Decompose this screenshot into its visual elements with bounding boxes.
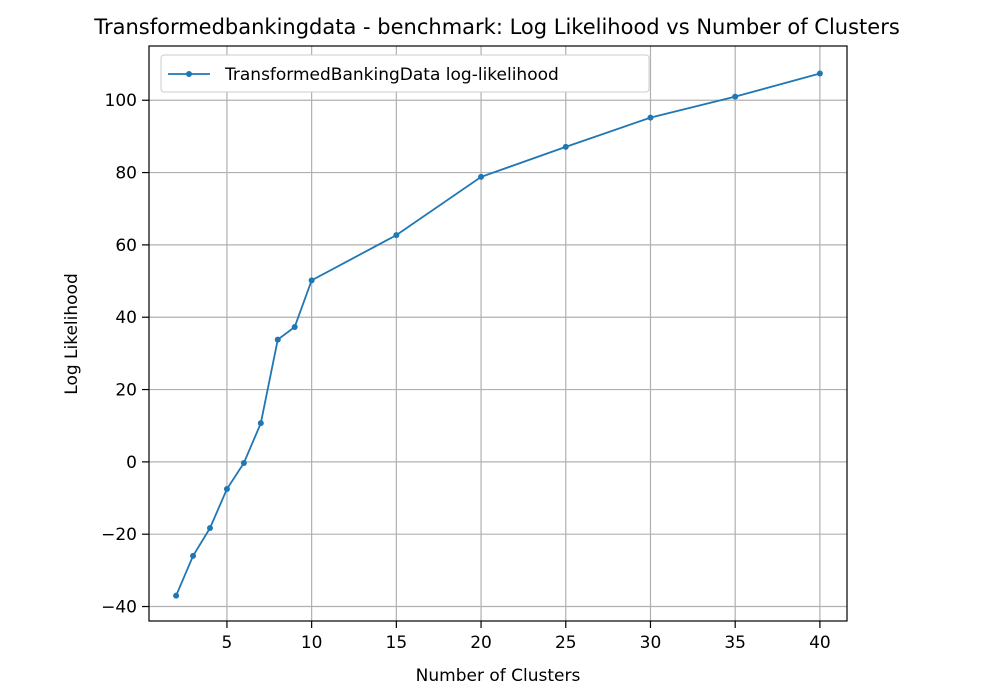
axis-ticks: 5 10 15 20 25 30 35 40 −40 −20 0 20 40 60 80 100: [101, 91, 831, 653]
data-point: [291, 323, 298, 330]
data-point: [647, 114, 654, 121]
x-tick-label: 30: [640, 633, 662, 653]
data-point: [732, 93, 739, 100]
y-tick-label: 0: [126, 453, 137, 473]
x-axis-label: Number of Clusters: [416, 666, 581, 686]
data-point: [274, 336, 281, 343]
legend: TransformedBankingData log-likelihood: [160, 54, 650, 93]
y-tick-label: −40: [101, 598, 137, 618]
chart-title: Transformedbankingdata - benchmark: Log …: [93, 15, 900, 39]
y-tick-label: −20: [101, 525, 137, 545]
y-tick-label: 20: [115, 381, 137, 401]
data-point: [223, 486, 230, 493]
data-point: [206, 525, 213, 532]
data-point: [816, 70, 823, 77]
data-point: [173, 592, 180, 599]
x-tick-label: 15: [386, 633, 408, 653]
series-points: [173, 70, 823, 599]
data-point: [240, 459, 247, 466]
y-tick-label: 100: [105, 91, 137, 111]
x-tick-label: 40: [809, 633, 831, 653]
x-tick-label: 10: [301, 633, 323, 653]
x-tick-label: 20: [470, 633, 492, 653]
data-point: [190, 552, 197, 559]
legend-marker: [186, 71, 192, 77]
y-tick-label: 80: [115, 164, 137, 184]
y-tick-label: 40: [115, 308, 137, 328]
x-tick-label: 35: [724, 633, 746, 653]
legend-label: TransformedBankingData log-likelihood: [224, 65, 559, 85]
plot-frame: [148, 45, 848, 622]
series-line: [175, 72, 821, 597]
y-tick-label: 60: [115, 236, 137, 256]
legend-box: [160, 54, 650, 93]
data-point: [257, 420, 264, 427]
data-point: [562, 143, 569, 150]
x-tick-label: 25: [555, 633, 577, 653]
grid: [149, 46, 847, 621]
data-point: [478, 173, 485, 180]
data-point: [393, 232, 400, 239]
data-point: [308, 277, 315, 284]
y-axis-label: Log Likelihood: [62, 273, 82, 394]
x-tick-label: 5: [222, 633, 233, 653]
